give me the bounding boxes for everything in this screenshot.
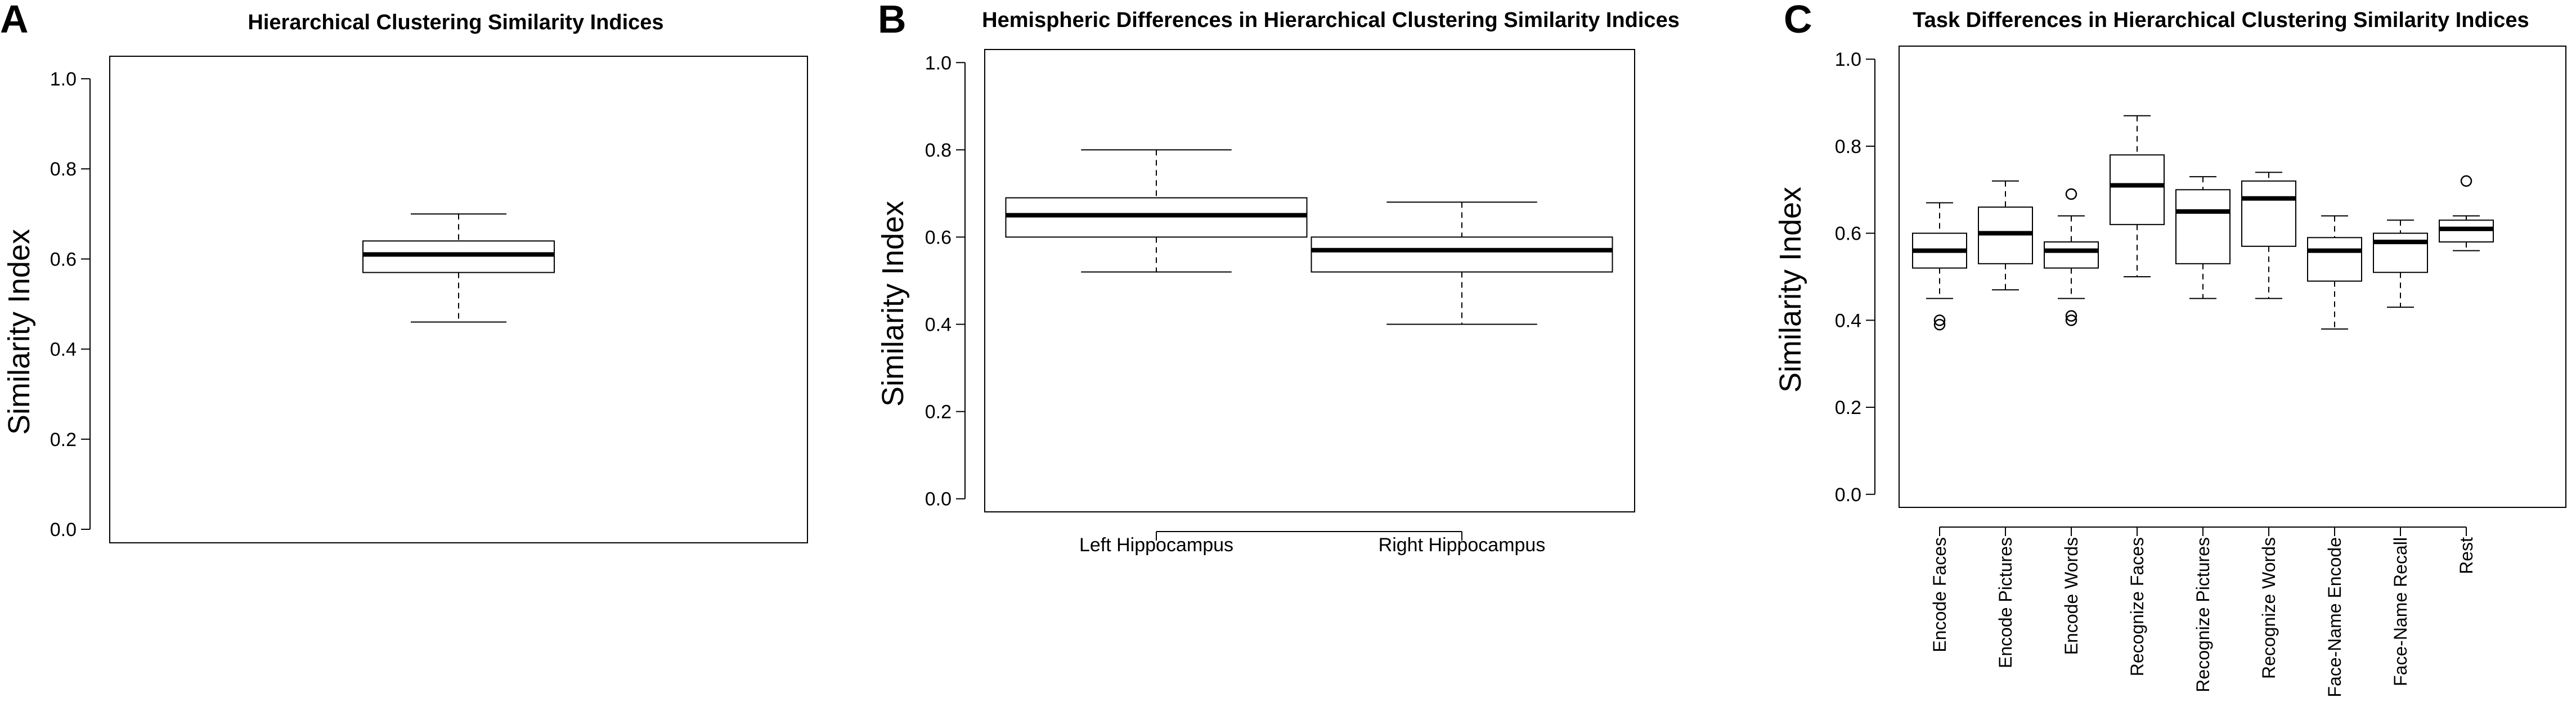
panel-c-x-tick-label: Recognize Pictures bbox=[2193, 537, 2213, 692]
box-outlier-point bbox=[1933, 318, 1946, 331]
panel-c-y-axis-label: Similarity Index bbox=[1774, 187, 1807, 393]
panel-a-y-tick-label: 0.2 bbox=[50, 429, 77, 451]
panel-a-letter: A bbox=[0, 0, 29, 41]
panel-b-chart: B Hemispheric Differences in Hierarchica… bbox=[876, 0, 1680, 556]
panel-c-y-tick-label: 0.2 bbox=[1835, 397, 1861, 418]
panel-c-chart: C Task Differences in Hierarchical Clust… bbox=[1774, 0, 2566, 698]
box-outlier-point bbox=[1933, 314, 1946, 326]
box-iqr bbox=[2175, 189, 2231, 264]
panel-c-y-tick-label: 0.0 bbox=[1835, 484, 1861, 506]
panel-a-y-axis-label: Similarity Index bbox=[2, 229, 36, 435]
panel-b-y-tick-label: 1.0 bbox=[925, 52, 952, 74]
panel-c-x-tick-label: Recognize Words bbox=[2259, 537, 2279, 679]
box-outlier-point bbox=[2460, 175, 2472, 187]
panel-c-x-tick-label: Encode Faces bbox=[1929, 537, 1950, 652]
panel-b-letter: B bbox=[878, 0, 906, 41]
panel-b-y-tick-label: 0.0 bbox=[925, 489, 952, 510]
box-iqr bbox=[2110, 154, 2165, 226]
box-iqr bbox=[1311, 236, 1613, 273]
panel-c-x-tick-label: Encode Pictures bbox=[1995, 537, 2016, 668]
panel-a-y-tick-label: 0.6 bbox=[50, 249, 77, 270]
box-iqr bbox=[2307, 237, 2362, 282]
panel-c-x-tick-label: Face-Name Encode bbox=[2324, 537, 2345, 698]
panel-b-y-axis: 0.0 0.2 0.4 0.6 0.8 1.0 bbox=[925, 52, 966, 510]
panel-b-y-tick-label: 0.2 bbox=[925, 402, 952, 423]
panel-b-y-axis-label: Similarity Index bbox=[876, 201, 910, 407]
panel-a-plot-frame bbox=[109, 56, 808, 543]
panel-a-y-tick-label: 0.8 bbox=[50, 159, 77, 180]
panel-c-x-tick-label: Rest bbox=[2456, 537, 2476, 574]
panel-a-y-axis: 0.0 0.2 0.4 0.6 0.8 1.0 bbox=[50, 69, 91, 541]
panel-a-chart: A Hierarchical Clustering Similarity Ind… bbox=[0, 0, 808, 543]
box-outlier-point bbox=[2065, 188, 2077, 200]
panel-c-x-axis: Encode Faces Encode Pictures Encode Words R… bbox=[1929, 526, 2476, 698]
panel-b-y-tick-label: 0.6 bbox=[925, 227, 952, 248]
panel-c-x-tick-label: Encode Words bbox=[2061, 537, 2081, 655]
box-iqr bbox=[2241, 180, 2296, 247]
panel-c-y-tick-label: 0.4 bbox=[1835, 310, 1861, 331]
panel-c-letter: C bbox=[1784, 0, 1812, 41]
box-iqr bbox=[2044, 241, 2099, 269]
panel-a-title: Hierarchical Clustering Similarity Indic… bbox=[248, 11, 663, 34]
panel-b-y-tick-label: 0.4 bbox=[925, 314, 952, 336]
panel-a-y-tick-label: 1.0 bbox=[50, 69, 77, 90]
panel-c-x-tick-label: Face-Name Recall bbox=[2390, 537, 2411, 686]
box-outlier-point bbox=[2065, 314, 2077, 326]
panel-c-y-axis: 0.0 0.2 0.4 0.6 0.8 1.0 bbox=[1835, 49, 1875, 506]
box-iqr bbox=[362, 240, 555, 273]
panel-b-x-tick-label: Right Hippocampus bbox=[1379, 534, 1546, 556]
panel-c-y-tick-label: 1.0 bbox=[1835, 49, 1861, 70]
box-outlier-point bbox=[2065, 310, 2077, 322]
box-iqr bbox=[2373, 232, 2428, 273]
panel-c-title: Task Differences in Hierarchical Cluster… bbox=[1913, 8, 2529, 32]
panel-b-title: Hemispheric Differences in Hierarchical … bbox=[982, 8, 1680, 32]
panel-b-plot-frame bbox=[984, 49, 1635, 512]
panel-a-y-tick-label: 0.0 bbox=[50, 519, 77, 541]
panel-b-boxes bbox=[1005, 149, 1613, 325]
panel-c-x-tick-label: Recognize Faces bbox=[2127, 537, 2147, 676]
panel-a-boxes bbox=[362, 213, 555, 323]
panel-c-y-tick-label: 0.6 bbox=[1835, 223, 1861, 245]
panel-c-boxes bbox=[1912, 115, 2494, 331]
panel-b-y-tick-label: 0.8 bbox=[925, 140, 952, 161]
panel-b-x-axis: Left Hippocampus Right Hippocampus bbox=[1079, 531, 1546, 556]
panel-c-plot-frame bbox=[1899, 46, 2566, 508]
panel-a-y-tick-label: 0.4 bbox=[50, 339, 77, 361]
panel-c-y-tick-label: 0.8 bbox=[1835, 136, 1861, 158]
panel-b-x-tick-label: Left Hippocampus bbox=[1079, 534, 1233, 556]
